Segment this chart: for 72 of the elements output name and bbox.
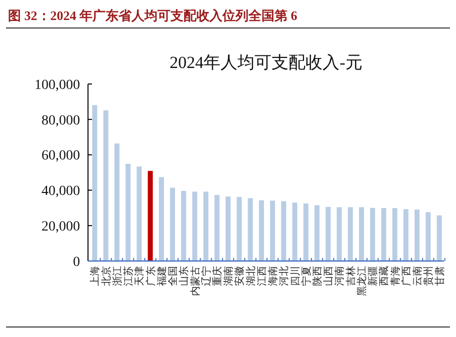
x-tick-label: 广西: [400, 266, 412, 286]
x-tick-label: 安徽: [234, 266, 246, 286]
x-tick-label: 贵州: [422, 266, 435, 286]
bar: [236, 196, 242, 261]
x-tick-label: 上海: [89, 266, 102, 286]
bar: [326, 206, 331, 261]
bar: [303, 203, 308, 261]
x-tick-label: 河南: [334, 266, 346, 286]
x-tick-label: 内蒙古: [189, 266, 202, 296]
bar: [414, 209, 420, 261]
y-tick-label: 60,000: [42, 148, 80, 164]
x-tick-label: 全国: [167, 266, 180, 286]
x-tick-label: 天津: [134, 266, 146, 286]
bar: [248, 198, 253, 261]
x-tick-label: 新疆: [367, 266, 380, 286]
x-tick-label: 福建: [156, 266, 168, 286]
bar: [181, 190, 186, 261]
bar: [348, 207, 353, 261]
bar: [436, 215, 442, 261]
x-tick-label: 河北: [278, 266, 290, 286]
bar: [281, 201, 286, 261]
x-tick-label: 北京: [100, 266, 112, 286]
x-tick-label: 湖北: [244, 266, 257, 286]
x-tick-label: 云南: [412, 266, 424, 286]
bar: [314, 205, 320, 261]
y-tick-label: 100,000: [34, 78, 80, 93]
bar: [358, 207, 364, 261]
bar: [136, 166, 142, 261]
bar: [192, 192, 198, 261]
bar: [336, 207, 342, 261]
x-tick-label: 广东: [144, 266, 157, 286]
x-tick-label: 重庆: [211, 266, 224, 286]
x-tick-label: 陕西: [312, 266, 324, 286]
x-tick-label: 湖南: [222, 266, 235, 286]
bar: [214, 194, 220, 261]
bar: [392, 208, 398, 261]
bar: [270, 200, 276, 261]
x-tick-label: 江西: [256, 266, 268, 286]
x-tick-label: 宁夏: [300, 266, 312, 286]
chart-title: 图 32：2024 年广东省人均可支配收入位列全国第 6: [8, 8, 298, 23]
x-tick-label: 浙江: [111, 266, 124, 286]
x-tick-label: 四川: [289, 266, 302, 286]
bar: [381, 208, 386, 261]
bar: [170, 188, 176, 261]
y-tick-label: 80,000: [42, 113, 80, 128]
x-tick-label: 辽宁: [200, 266, 212, 286]
chart-subtitle: 2024年人均可支配收入-元: [170, 53, 362, 72]
x-tick-label: 山东: [178, 266, 190, 286]
x-tick-label: 黑龙江: [356, 266, 368, 296]
bar: [426, 212, 431, 261]
bar: [126, 164, 131, 261]
x-tick-label: 山西: [322, 266, 335, 286]
bar: [92, 105, 98, 261]
y-tick-label: 40,000: [42, 184, 80, 200]
y-tick-label: 0: [73, 254, 80, 270]
x-tick-label: 江苏: [122, 266, 135, 286]
x-tick-label: 吉林: [344, 266, 357, 286]
bar: [292, 202, 298, 261]
y-tick-label: 20,000: [42, 220, 80, 234]
bar: [158, 177, 164, 261]
bar: [258, 200, 264, 261]
x-tick-label: 海南: [267, 266, 280, 286]
bar: [203, 192, 208, 261]
bar: [103, 110, 108, 261]
bar: [403, 209, 408, 261]
bar: [226, 196, 231, 261]
bar: [148, 170, 153, 261]
bar: [370, 208, 376, 261]
x-tick-label: 青海: [389, 266, 402, 286]
x-tick-label: 西藏: [378, 266, 390, 286]
bar: [114, 143, 120, 261]
x-tick-label: 甘肃: [434, 266, 446, 286]
